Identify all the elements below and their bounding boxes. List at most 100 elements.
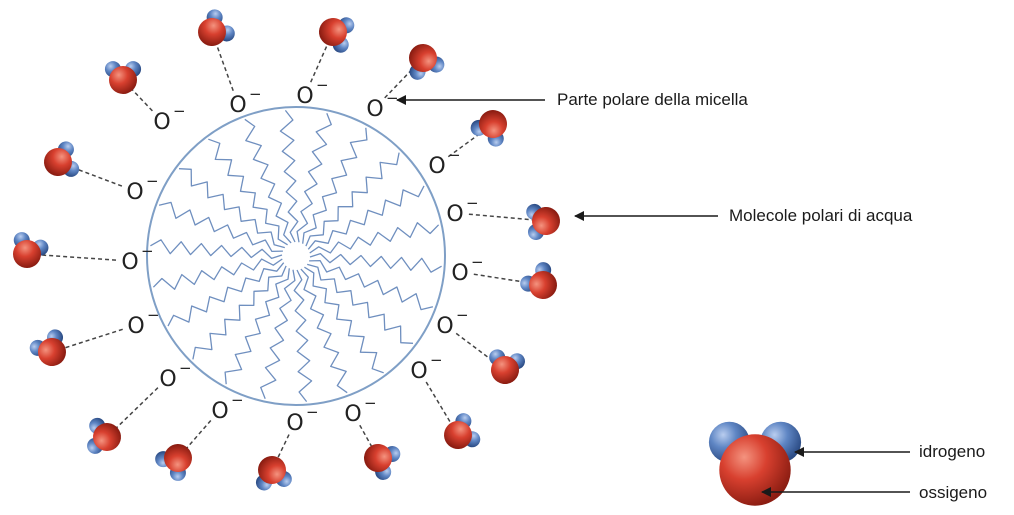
water-molecules	[12, 9, 560, 491]
oxygen-atom	[719, 434, 791, 506]
negative-charge: −	[146, 172, 159, 190]
dashed-bond	[186, 420, 212, 449]
label-arrows	[396, 95, 910, 497]
label-oxygen: ossigeno	[919, 483, 988, 502]
hydrophobic-tail	[192, 265, 287, 360]
negative-charge: −	[141, 242, 154, 260]
oxygen-anion: O	[344, 402, 361, 427]
hydrophobic-tail	[309, 252, 442, 273]
negative-charge: −	[448, 146, 461, 164]
oxygen-atom	[444, 421, 472, 449]
water-molecule	[409, 44, 445, 80]
water-molecule	[364, 444, 401, 480]
dashed-bonds	[39, 43, 534, 459]
water-molecule	[444, 413, 481, 449]
oxygen-atom	[319, 18, 347, 46]
hydrophobic-tail	[208, 138, 288, 246]
water-molecule	[520, 262, 557, 299]
oxygen-atom	[479, 110, 507, 138]
hydrophobic-tail	[305, 152, 400, 247]
oxygen-anion: O	[451, 261, 468, 286]
hydrophobic-tail	[167, 262, 285, 327]
dashed-bond	[215, 43, 234, 92]
oxygen-atom	[44, 148, 72, 176]
negative-charge: −	[316, 76, 329, 94]
water-molecule	[44, 141, 80, 177]
negative-charge: −	[231, 391, 244, 409]
label-water-molecules: Molecole polari di acqua	[729, 206, 913, 225]
oxygen-atom	[12, 240, 41, 268]
negative-charge: −	[430, 351, 443, 369]
oxygen-atom	[164, 444, 192, 472]
hydrophobic-tail	[309, 222, 440, 254]
oxygen-anion: O	[153, 110, 170, 135]
water-molecule	[470, 110, 507, 147]
water-molecule	[319, 17, 355, 53]
oxygen-atom	[532, 207, 560, 235]
negative-charge: −	[466, 194, 479, 212]
hydrophobic-tail	[304, 266, 384, 374]
dashed-bond	[69, 165, 123, 187]
water-molecule	[104, 61, 142, 94]
negative-charge: −	[173, 102, 186, 120]
negative-charge: −	[471, 253, 484, 271]
negative-charge: −	[386, 89, 399, 107]
label-hydrogen: idrogeno	[919, 442, 986, 461]
dashed-bond	[131, 88, 153, 112]
negative-charge: −	[306, 403, 319, 421]
negative-charge: −	[364, 394, 377, 412]
water-molecule	[489, 349, 525, 384]
water-molecule	[255, 456, 292, 491]
oxygen-atom	[409, 44, 437, 72]
micelle-boundary	[146, 106, 446, 406]
oxygen-atom	[258, 456, 286, 484]
hydrophobic-tail	[302, 127, 368, 244]
oxygen-atom	[364, 444, 392, 472]
oxygen-atom	[109, 66, 137, 94]
hydrophobic-tail	[158, 201, 283, 253]
oxygen-atom	[491, 356, 519, 384]
hydrophobic-tail	[150, 239, 283, 260]
legend-water-molecule	[708, 421, 802, 506]
polar-heads: O − O − O −O −O −O −O −O −O −O −O −O −O −O −O −O −	[121, 76, 483, 436]
hydrophobic-tail	[260, 269, 296, 399]
water-molecule	[526, 203, 560, 240]
dashed-bond	[455, 332, 496, 363]
oxygen-anion: O	[366, 97, 383, 122]
hydrophobic-tails	[150, 109, 442, 403]
oxygen-atom	[93, 423, 121, 451]
dashed-bond	[425, 381, 452, 425]
water-molecule-legend	[708, 421, 802, 506]
hydrophobic-tail	[244, 118, 292, 244]
oxygen-anion: O	[127, 314, 144, 339]
dashed-bond	[64, 328, 123, 349]
oxygen-anion: O	[211, 399, 228, 424]
hydrophobic-tail	[307, 263, 414, 344]
negative-charge: −	[456, 306, 469, 324]
dashed-bond	[359, 424, 373, 447]
negative-charge: −	[179, 359, 192, 377]
oxygen-anion: O	[446, 202, 463, 227]
hydrophobic-tail	[224, 268, 290, 385]
oxygen-anion: O	[410, 359, 427, 384]
oxygen-anion: O	[286, 411, 303, 436]
hydrophobic-tail	[152, 258, 283, 290]
water-molecule	[87, 417, 121, 454]
dashed-bond	[39, 254, 117, 261]
oxygen-anion: O	[229, 93, 246, 118]
hydrophobic-tail	[279, 109, 299, 243]
negative-charge: −	[147, 306, 160, 324]
oxygen-atom	[198, 18, 226, 46]
negative-charge: −	[249, 85, 262, 103]
oxygen-atom	[38, 338, 66, 366]
dashed-bond	[276, 434, 290, 459]
dashed-bond	[468, 213, 534, 221]
dashed-bond	[473, 273, 531, 284]
oxygen-anion: O	[126, 180, 143, 205]
water-molecule	[12, 232, 49, 268]
water-molecule	[29, 329, 66, 366]
dashed-bond	[115, 387, 159, 429]
water-molecule	[198, 9, 235, 46]
hydrophobic-tail	[293, 269, 313, 403]
